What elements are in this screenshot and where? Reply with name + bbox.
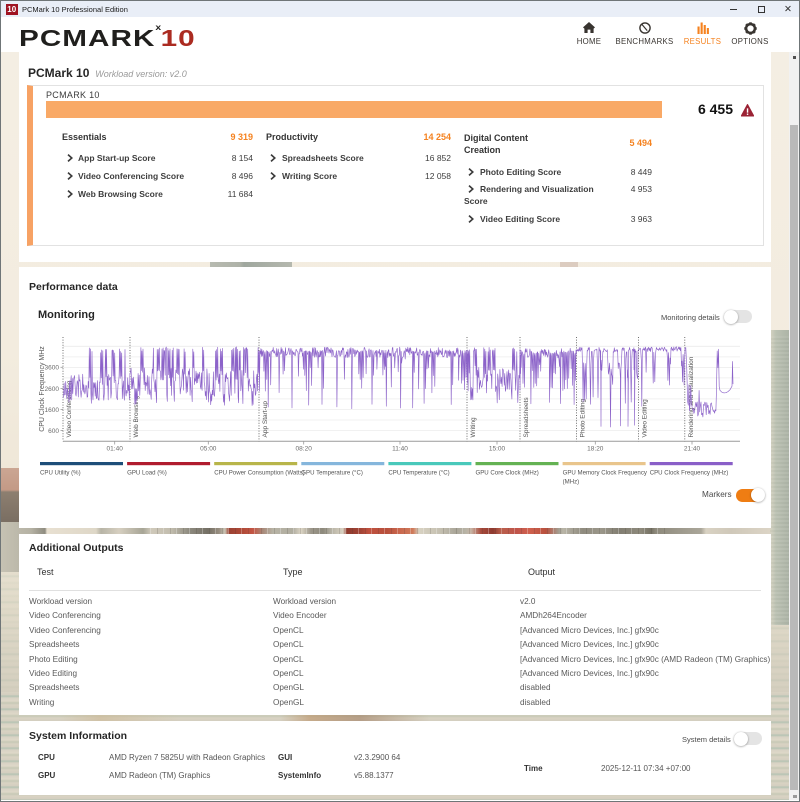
svg-text:01:40: 01:40 xyxy=(107,446,124,453)
svg-text:05:00: 05:00 xyxy=(200,446,217,453)
svg-text:CPU Clock Frequency MHz: CPU Clock Frequency MHz xyxy=(39,346,46,432)
svg-text:Video Editing: Video Editing xyxy=(642,399,649,438)
svg-text:600: 600 xyxy=(48,428,59,435)
svg-text:2600: 2600 xyxy=(45,386,60,393)
svg-text:CPU Power Consumption (Watts): CPU Power Consumption (Watts) xyxy=(214,470,305,477)
svg-text:Web Browsing: Web Browsing xyxy=(133,395,140,437)
svg-text:Writing: Writing xyxy=(470,417,477,437)
svg-text:GPU Memory Clock Frequency: GPU Memory Clock Frequency xyxy=(563,470,648,477)
svg-text:GPU Temperature (°C): GPU Temperature (°C) xyxy=(301,470,363,477)
svg-text:GPU Core Clock (MHz): GPU Core Clock (MHz) xyxy=(476,470,539,477)
svg-text:CPU Utility (%): CPU Utility (%) xyxy=(40,470,81,477)
svg-text:(MHz): (MHz) xyxy=(563,479,580,486)
svg-text:11:40: 11:40 xyxy=(392,446,408,453)
svg-text:CPU Clock Frequency (MHz): CPU Clock Frequency (MHz) xyxy=(650,470,729,477)
svg-text:Video Conferencing: Video Conferencing xyxy=(66,380,73,437)
svg-text:3600: 3600 xyxy=(45,365,60,372)
svg-text:CPU Temperature (°C): CPU Temperature (°C) xyxy=(388,470,449,477)
svg-text:Spreadsheets: Spreadsheets xyxy=(523,397,530,438)
svg-text:18:20: 18:20 xyxy=(587,446,604,453)
svg-text:1600: 1600 xyxy=(45,407,60,414)
svg-text:21:40: 21:40 xyxy=(684,446,701,453)
svg-text:App Start-up: App Start-up xyxy=(262,401,269,438)
svg-text:08:20: 08:20 xyxy=(296,446,313,453)
svg-text:GPU Load (%): GPU Load (%) xyxy=(127,470,167,477)
svg-text:15:00: 15:00 xyxy=(489,446,506,453)
svg-text:Photo Editing: Photo Editing xyxy=(580,398,587,437)
